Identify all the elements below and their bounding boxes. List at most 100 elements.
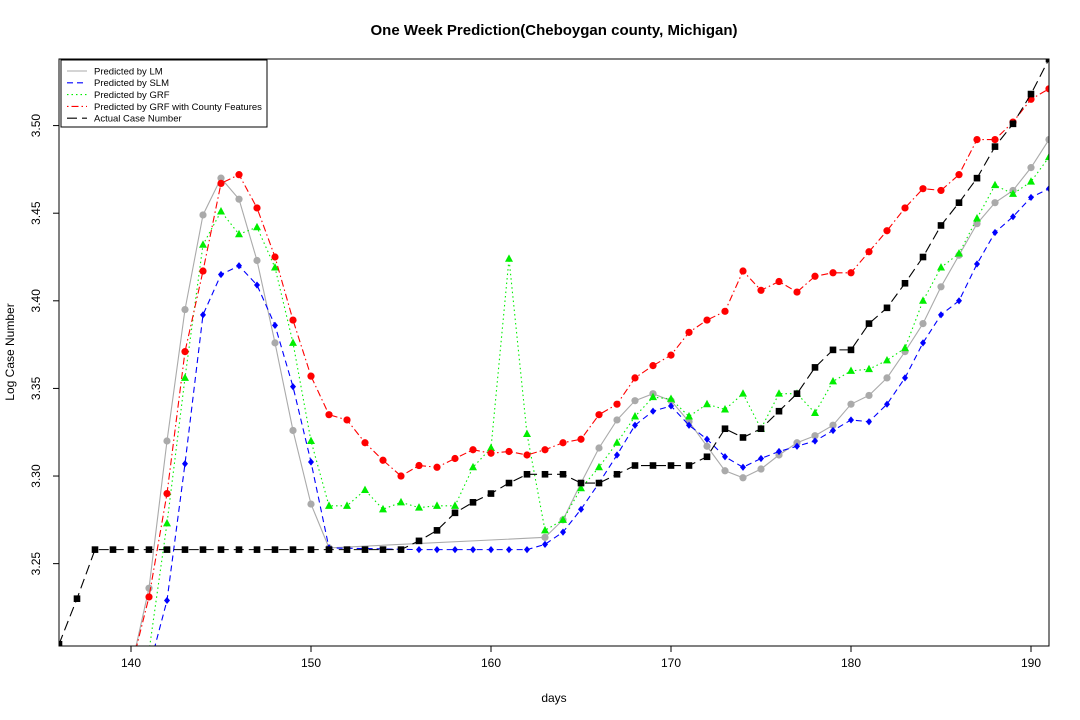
data-point-predicted-by-grf (523, 429, 531, 437)
data-point-predicted-by-grf (271, 263, 279, 271)
data-point-predicted-by-grf-with-county-features (847, 269, 855, 277)
data-point-predicted-by-grf (433, 501, 441, 509)
data-point-predicted-by-slm (488, 546, 494, 554)
data-point-predicted-by-grf (181, 373, 189, 381)
data-point-predicted-by-grf (577, 483, 585, 492)
data-point-predicted-by-grf (199, 240, 207, 248)
data-point-predicted-by-grf (883, 355, 891, 364)
data-point-predicted-by-grf (361, 485, 369, 494)
data-point-predicted-by-slm (812, 437, 818, 445)
data-point-actual-case-number (469, 499, 477, 506)
data-point-predicted-by-grf-with-county-features (217, 179, 225, 188)
data-point-predicted-by-slm (272, 321, 278, 329)
data-point-predicted-by-slm (974, 260, 980, 268)
series-predicted-by-slm (154, 185, 1049, 646)
data-point-actual-case-number (397, 546, 405, 553)
data-point-predicted-by-lm (289, 426, 297, 435)
data-point-actual-case-number (991, 143, 999, 150)
data-point-predicted-by-slm (1028, 193, 1034, 202)
data-point-predicted-by-slm (740, 463, 746, 471)
data-point-predicted-by-grf (991, 180, 999, 189)
data-point-actual-case-number (937, 222, 945, 229)
data-point-predicted-by-grf-with-county-features (739, 267, 747, 275)
data-point-predicted-by-grf (595, 462, 603, 471)
data-point-predicted-by-grf-with-county-features (235, 171, 243, 179)
x-tick-label: 140 (121, 656, 141, 670)
data-point-predicted-by-grf-with-county-features (559, 439, 567, 447)
data-point-predicted-by-grf (541, 525, 549, 534)
data-point-actual-case-number (865, 320, 873, 327)
y-axis: 3.25 3.30 3.35 3.40 3.45 3.50 (29, 114, 59, 575)
y-tick-label: 3.35 (29, 376, 43, 400)
data-point-predicted-by-grf-with-county-features (325, 411, 333, 419)
legend-label: Predicted by GRF (94, 90, 170, 101)
x-tick-label: 170 (661, 656, 681, 670)
data-point-predicted-by-slm (866, 418, 872, 426)
data-point-actual-case-number (523, 470, 531, 478)
series-line-predicted-by-grf-with-county-features (136, 88, 1049, 646)
data-point-predicted-by-slm (434, 546, 440, 554)
data-point-predicted-by-slm (470, 546, 476, 554)
data-point-actual-case-number (127, 546, 135, 553)
data-point-predicted-by-grf (325, 501, 333, 509)
data-point-predicted-by-grf-with-county-features (775, 277, 783, 286)
data-point-predicted-by-lm (757, 465, 765, 473)
data-point-predicted-by-lm (829, 421, 837, 429)
data-point-predicted-by-grf (289, 338, 297, 346)
data-point-predicted-by-lm (721, 467, 729, 475)
data-point-predicted-by-grf (469, 462, 477, 471)
data-point-predicted-by-grf (145, 647, 153, 654)
data-point-predicted-by-grf-with-county-features (937, 186, 945, 195)
data-point-predicted-by-lm (865, 391, 873, 400)
data-point-actual-case-number (901, 279, 909, 287)
data-point-actual-case-number (451, 509, 459, 517)
data-point-predicted-by-grf-with-county-features (811, 272, 819, 280)
data-point-predicted-by-slm (290, 383, 296, 391)
data-point-predicted-by-grf-with-county-features (955, 171, 963, 179)
data-point-predicted-by-grf (631, 412, 639, 420)
data-point-actual-case-number (775, 407, 783, 415)
data-point-predicted-by-grf-with-county-features (415, 461, 423, 470)
data-point-actual-case-number (541, 470, 549, 478)
data-point-predicted-by-grf-with-county-features (865, 248, 873, 256)
data-point-predicted-by-grf-with-county-features (199, 267, 207, 275)
data-point-actual-case-number (59, 640, 63, 646)
data-point-predicted-by-grf (1045, 152, 1049, 161)
data-point-actual-case-number (721, 425, 729, 433)
data-point-predicted-by-grf (451, 501, 459, 509)
data-point-predicted-by-slm (542, 540, 548, 548)
data-point-predicted-by-slm (956, 297, 962, 305)
data-point-actual-case-number (955, 199, 963, 206)
x-tick-label: 160 (481, 656, 501, 670)
data-point-predicted-by-grf (1027, 177, 1035, 185)
data-point-actual-case-number (577, 479, 585, 487)
data-point-actual-case-number (361, 546, 369, 553)
data-point-predicted-by-slm (776, 447, 782, 456)
legend-label: Actual Case Number (94, 114, 182, 125)
data-point-predicted-by-grf-with-county-features (793, 288, 801, 296)
data-point-predicted-by-grf-with-county-features (919, 185, 927, 193)
data-point-predicted-by-lm (937, 283, 945, 291)
data-point-actual-case-number (757, 425, 765, 433)
data-point-predicted-by-grf (829, 377, 837, 385)
data-point-actual-case-number (793, 390, 801, 397)
data-point-actual-case-number (91, 546, 99, 553)
data-point-actual-case-number (1045, 59, 1049, 63)
data-point-predicted-by-grf (613, 438, 621, 446)
legend-label: Predicted by SLM (94, 78, 169, 89)
data-point-predicted-by-slm (758, 454, 764, 463)
data-point-predicted-by-slm (830, 426, 836, 435)
y-tick-label: 3.50 (29, 114, 43, 138)
data-point-predicted-by-slm (794, 442, 800, 450)
data-point-predicted-by-lm (199, 211, 207, 219)
data-point-predicted-by-grf-with-county-features (685, 328, 693, 336)
data-point-predicted-by-grf-with-county-features (991, 136, 999, 144)
data-point-predicted-by-slm (182, 460, 188, 468)
data-point-actual-case-number (163, 546, 171, 553)
data-point-predicted-by-slm (614, 451, 620, 459)
data-point-actual-case-number (109, 546, 117, 553)
data-point-predicted-by-lm (739, 474, 747, 482)
data-point-predicted-by-grf-with-county-features (703, 316, 711, 324)
data-point-predicted-by-grf-with-county-features (451, 454, 459, 463)
